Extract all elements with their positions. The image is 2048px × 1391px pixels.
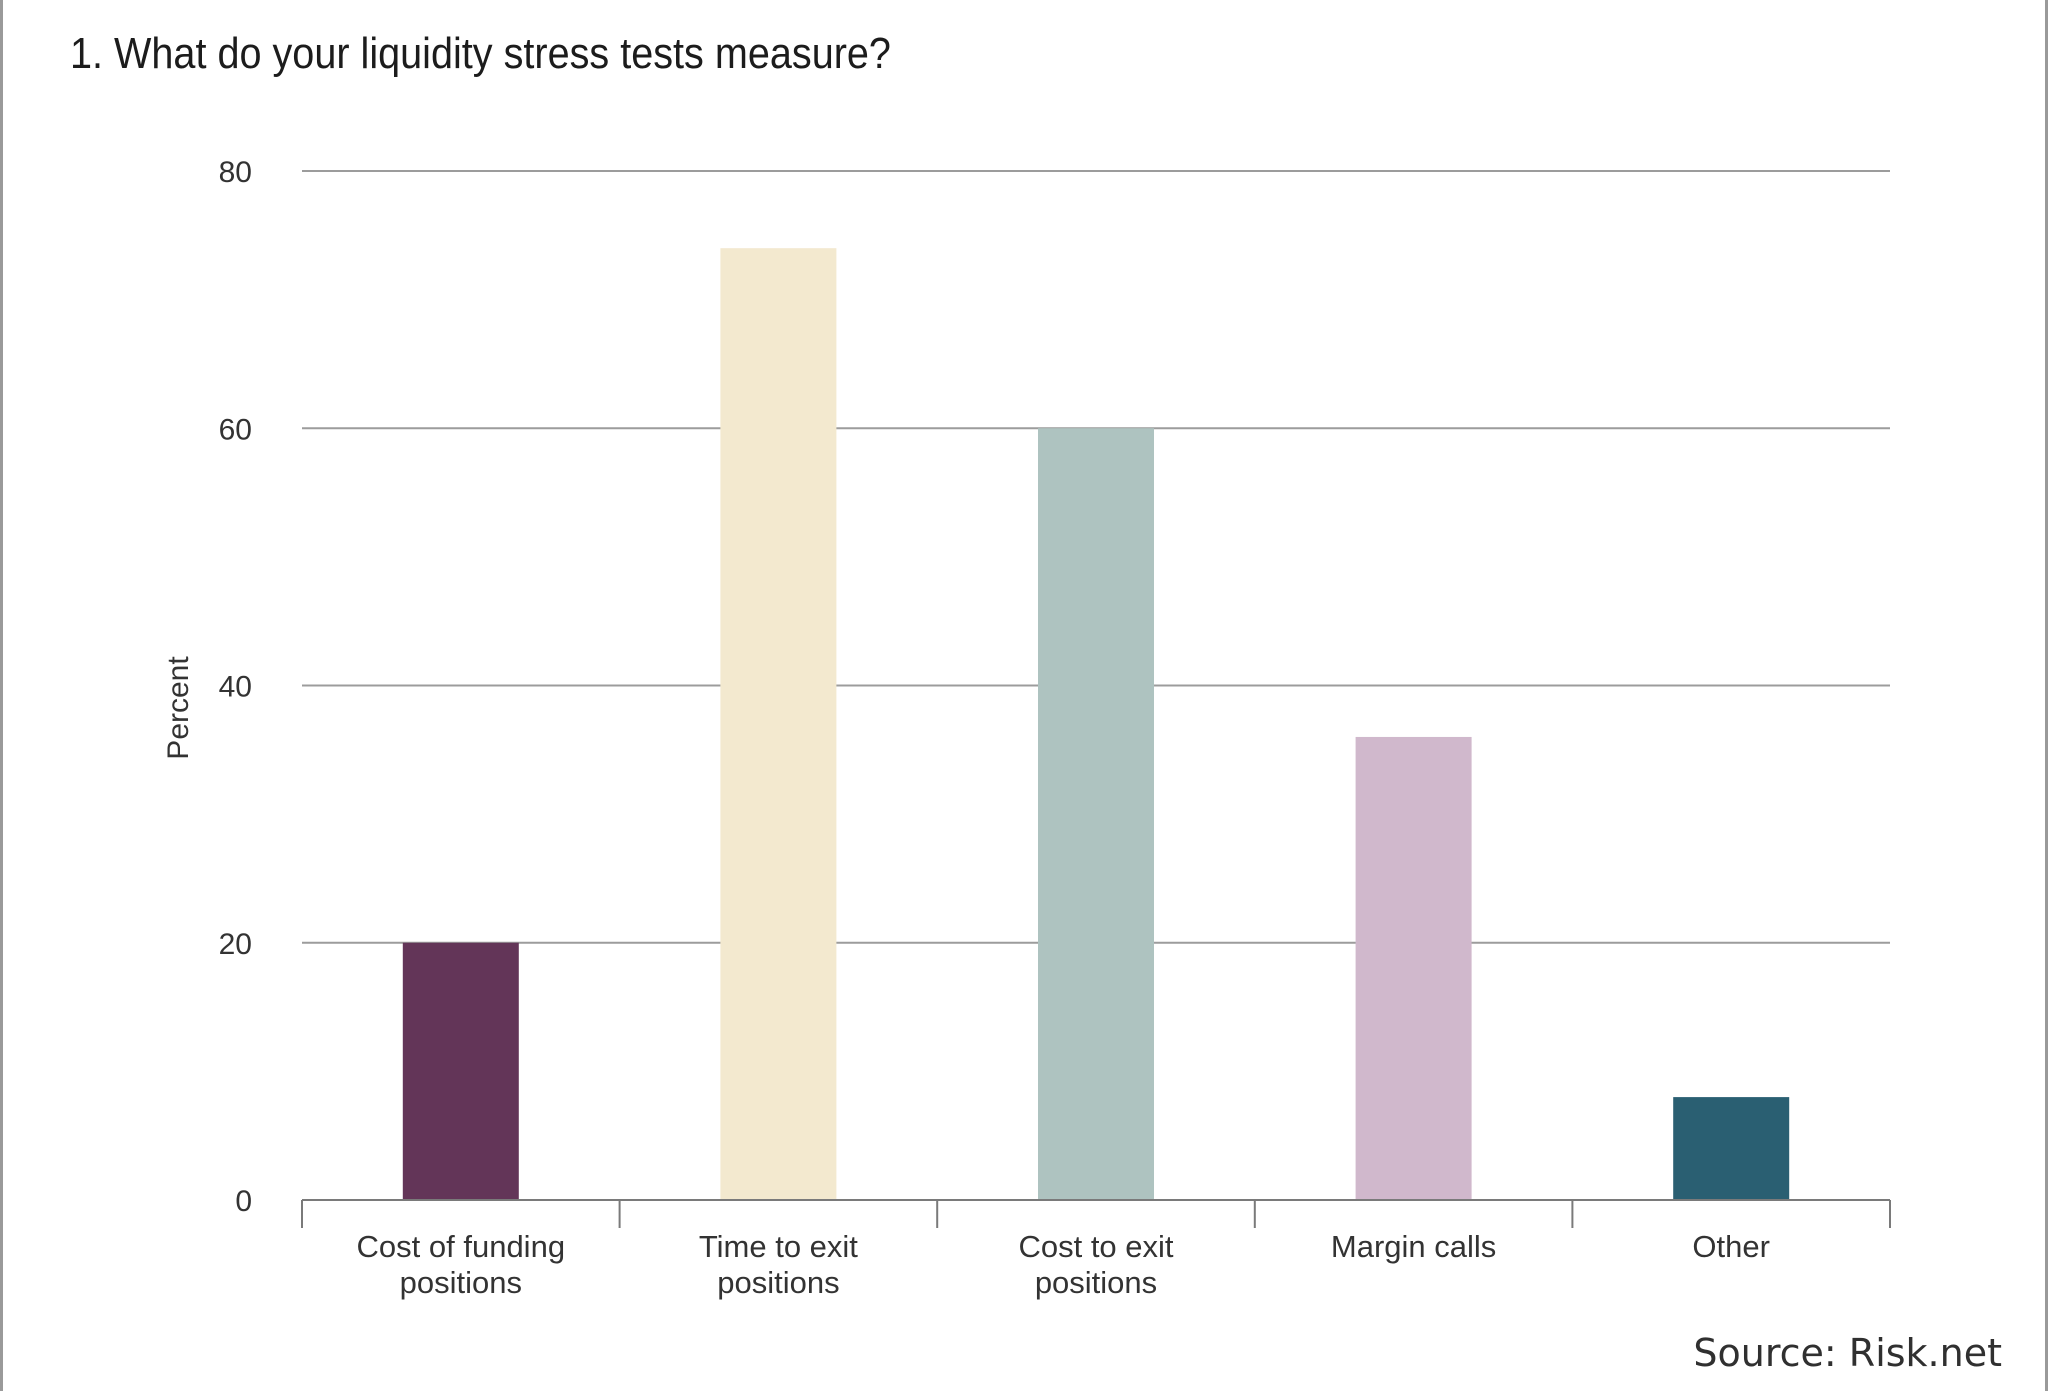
bar-4: [1673, 1097, 1790, 1200]
y-tick-label-40: 40: [219, 671, 252, 704]
x-tick-labels: Cost of funding positions Time to exit posi…: [357, 1229, 1770, 1300]
bar-1: [720, 248, 837, 1201]
chart-title: 1. What do your liquidity stress tests m…: [70, 29, 891, 78]
y-axis-title: Percent: [162, 656, 195, 760]
bars: [402, 248, 1790, 1201]
y-tick-label-60: 60: [219, 413, 252, 446]
x-tick-label-1: Time to exit positions: [699, 1229, 858, 1300]
x-tick-label-4: Other: [1692, 1229, 1770, 1264]
bar-2: [1038, 428, 1154, 1200]
x-tick-label-3: Margin calls: [1331, 1229, 1496, 1264]
source-note: Source: Risk.net: [1693, 1331, 2002, 1375]
bar-0: [402, 942, 519, 1200]
x-tick-label-2: Cost to exit positions: [1018, 1229, 1173, 1300]
y-tick-label-20: 20: [219, 928, 252, 961]
y-tick-labels: 0 20 40 60 80: [219, 156, 252, 1218]
bar-3: [1355, 736, 1472, 1200]
x-axis: [301, 1199, 1891, 1228]
y-tick-label-80: 80: [219, 156, 252, 189]
x-tick-label-0: Cost of funding positions: [357, 1229, 566, 1300]
y-tick-label-0: 0: [235, 1185, 252, 1218]
